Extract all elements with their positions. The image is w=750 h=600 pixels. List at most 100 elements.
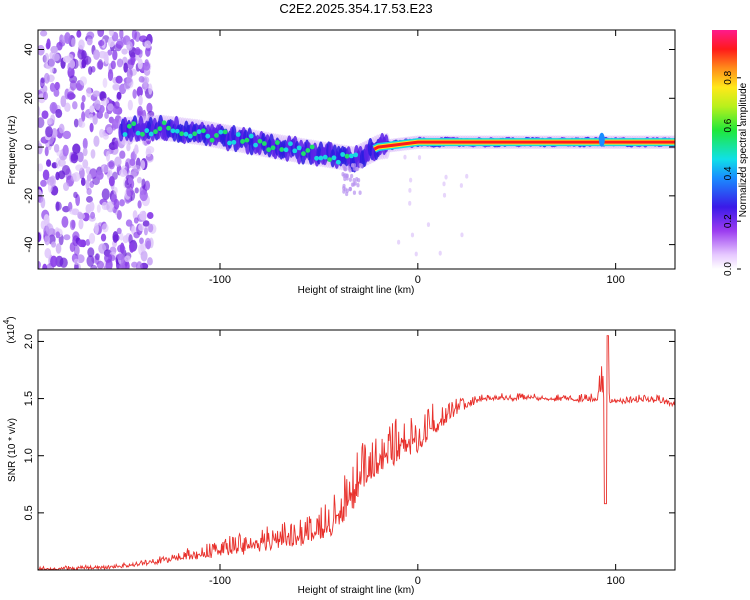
signal-bead (157, 126, 163, 132)
noise-blob (40, 197, 46, 209)
noise-blob (129, 158, 136, 166)
noise-blob (49, 82, 56, 92)
noise-blob (44, 146, 49, 157)
noise-blob (145, 145, 155, 154)
noise-blob (57, 158, 66, 167)
signal-bead (301, 151, 306, 157)
noise-blob (104, 111, 109, 120)
x-tick-label: -100 (209, 274, 231, 286)
noise-blob (126, 68, 133, 79)
noise-blob (86, 255, 95, 267)
signal-bead (153, 129, 158, 135)
signal-bead (166, 125, 171, 131)
snr-plot-area (38, 330, 675, 570)
signal-bead (348, 153, 354, 159)
noise-blob (94, 222, 99, 235)
signal-bead (140, 131, 145, 137)
noise-blob (145, 46, 151, 57)
noise-blob (101, 188, 110, 201)
signal-tail (342, 163, 346, 169)
noise-blob (97, 30, 105, 38)
noise-blob (78, 58, 83, 67)
faint-dot (442, 192, 447, 198)
noise-blob (38, 143, 43, 155)
noise-blob (127, 177, 133, 185)
noise-blob (72, 172, 81, 182)
noise-blob (69, 219, 76, 231)
noise-blob (85, 179, 90, 191)
noise-blob (144, 180, 151, 191)
noise-blob (127, 59, 134, 70)
faint-dot (459, 183, 463, 188)
signal-tail (342, 183, 346, 189)
noise-blob (86, 173, 92, 182)
signal-bead (318, 155, 324, 161)
noise-blob (79, 121, 86, 129)
spectrogram-ticks: -100 0 100 -40 -20 0 20 40 (23, 30, 675, 286)
noise-blob (58, 123, 65, 134)
noise-blob (64, 102, 71, 112)
snr-scale-base: (x10 (6, 324, 17, 344)
signal-bead (122, 132, 128, 137)
noise-blob (86, 31, 95, 40)
colorbar-tick-label: 0.6 (723, 118, 734, 132)
noise-blob (93, 49, 100, 61)
snr-scale-exp: 4 (2, 319, 11, 324)
noise-blob (144, 40, 152, 49)
signal-tail (348, 186, 353, 192)
noise-blob (89, 201, 95, 212)
noise-blob (77, 211, 83, 220)
noise-blob (114, 156, 122, 167)
signal-bead (305, 147, 311, 153)
signal-bead (135, 130, 141, 136)
signal-bead (231, 139, 237, 145)
noise-blob (89, 105, 95, 113)
noise-blob (88, 113, 94, 120)
noise-blob (38, 261, 41, 269)
signal-bead (183, 131, 189, 137)
noise-blob (38, 117, 45, 128)
signal-bead (261, 141, 267, 146)
noise-blob (101, 201, 109, 211)
noise-blob (66, 91, 75, 101)
noise-blob (112, 82, 120, 91)
noise-blob (55, 201, 60, 212)
noise-blob (86, 187, 92, 196)
noise-blob (80, 177, 86, 186)
noise-blob (126, 76, 133, 87)
noise-blob (112, 231, 119, 243)
snr-scale-text: (x104) (2, 316, 17, 343)
noise-blob (139, 210, 147, 221)
faint-dot (410, 232, 415, 238)
noise-blob (93, 135, 100, 147)
noise-blob (64, 32, 71, 44)
spectrogram-xlabel: Height of straight line (km) (298, 285, 415, 296)
noise-blob (137, 105, 143, 116)
signal-bead (344, 153, 350, 159)
noise-blob (116, 210, 122, 220)
signal-bead (205, 133, 211, 139)
noise-blob (53, 143, 60, 153)
noise-blob (146, 102, 153, 113)
spectrogram-marks (38, 30, 675, 269)
noise-blob (96, 204, 101, 213)
colorbar-label: Normalized spectral amplitude (738, 82, 749, 217)
noise-blob (119, 242, 125, 254)
noise-blob (107, 103, 114, 111)
faint-dot (408, 187, 412, 193)
faint-dot (444, 174, 448, 180)
noise-blob (45, 223, 54, 236)
spectrogram-panel: -100 0 100 -40 -20 0 20 40 Height of straight l… (7, 29, 676, 296)
noise-blob (73, 191, 78, 199)
noise-blob (41, 110, 49, 119)
signal-bead (296, 145, 302, 151)
noise-blob (92, 115, 98, 125)
spectrogram-frame (37, 29, 676, 270)
noise-blob (69, 80, 77, 91)
noise-blob (96, 60, 104, 70)
noise-blob (62, 130, 72, 140)
noise-blob (69, 208, 78, 215)
noise-blob (94, 99, 101, 111)
noise-blob (46, 263, 55, 269)
noise-blob (55, 231, 61, 239)
